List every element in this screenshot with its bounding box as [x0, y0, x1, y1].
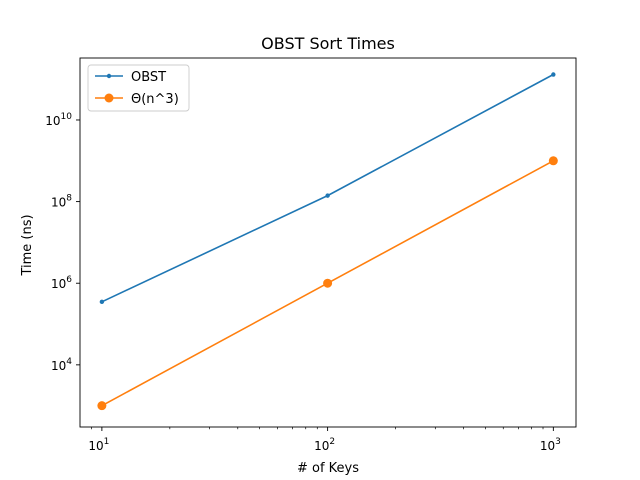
- x-axis-label: # of Keys: [297, 461, 359, 476]
- y-tick-exponent-0: 4: [66, 357, 72, 367]
- legend-marker-0: [106, 73, 112, 79]
- data-point-0-2: [551, 72, 556, 77]
- legend-marker-1: [104, 93, 114, 103]
- x-tick-exponent-0: 1: [104, 437, 110, 447]
- data-point-1-2: [548, 156, 558, 166]
- data-point-1-0: [97, 401, 107, 411]
- data-point-0-1: [325, 193, 330, 198]
- data-point-1-1: [323, 278, 333, 288]
- y-tick-exponent-2: 8: [66, 194, 72, 204]
- legend-label-1: Θ(n^3): [131, 92, 179, 107]
- y-axis-label: Time (ns): [20, 214, 35, 276]
- legend: OBST Θ(n^3): [87, 64, 190, 112]
- y-tick-exponent-3: 10: [61, 112, 73, 122]
- legend-label-0: OBST: [131, 70, 166, 85]
- x-tick-exponent-2: 3: [555, 437, 561, 447]
- chart-title: OBST Sort Times: [261, 34, 395, 53]
- data-point-0-0: [99, 299, 105, 305]
- y-tick-exponent-1: 6: [66, 275, 72, 285]
- x-tick-exponent-1: 2: [329, 437, 335, 447]
